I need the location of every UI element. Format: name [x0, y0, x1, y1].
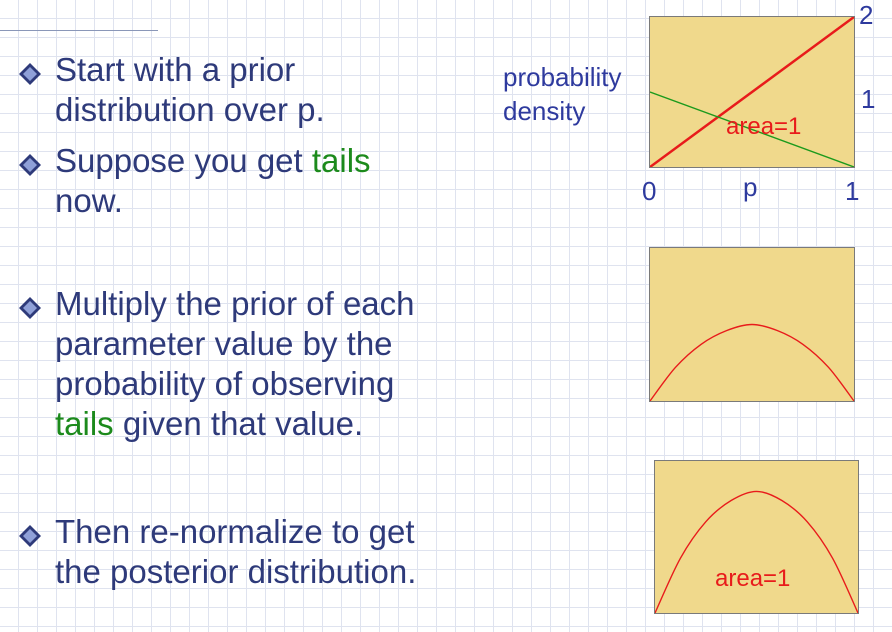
area-annotation: area=1	[715, 565, 791, 592]
bullet-list: Start with a prior distribution over p. …	[18, 50, 468, 592]
series-line-0	[650, 17, 854, 167]
product-plot-canvas	[650, 323, 854, 401]
bullet-text: Multiply the prior of each	[55, 285, 415, 322]
area-annotation: area=1	[726, 113, 802, 140]
x-tick-1: 1	[845, 176, 860, 206]
bullet-text: parameter value by the	[55, 325, 393, 362]
diamond-bullet-icon	[19, 297, 41, 319]
diamond-bullet-icon	[19, 525, 41, 547]
bullet-text: Start with a prior	[55, 51, 296, 88]
bullet-text: Then re-normalize to get	[55, 513, 415, 550]
series-line-0	[655, 490, 858, 613]
bullet-multiply: Multiply the prior of each parameter val…	[18, 284, 468, 444]
product-plot	[649, 247, 855, 402]
x-axis-label: p	[743, 172, 758, 202]
series-line-1	[650, 91, 854, 167]
tails-highlight: tails	[311, 142, 371, 179]
series-line-0	[650, 323, 854, 401]
prior-plot-canvas	[650, 17, 854, 167]
ylabel-line-2: density	[503, 96, 586, 126]
bullet-text: given that value.	[113, 405, 364, 442]
x-tick-0: 0	[642, 176, 657, 206]
bullet-text: probability of observing	[55, 365, 395, 402]
bullet-prior: Start with a prior distribution over p.	[18, 50, 468, 130]
y-tick-2: 2	[859, 0, 874, 30]
ylabel-line-1: probability	[503, 62, 622, 92]
posterior-plot-canvas	[655, 490, 858, 613]
bullet-text: Suppose you get	[55, 142, 312, 179]
prior-plot: area=1	[649, 16, 855, 168]
diamond-bullet-icon	[19, 63, 41, 85]
diamond-bullet-icon	[19, 154, 41, 176]
y-tick-1: 1	[861, 84, 876, 114]
bullet-text: now.	[55, 182, 123, 219]
bullet-renormalize: Then re-normalize to get the posterior d…	[18, 512, 468, 592]
bullet-text: the posterior distribution.	[55, 553, 417, 590]
top-rule	[0, 30, 158, 31]
posterior-plot: area=1	[654, 460, 859, 614]
bullet-text: distribution over p.	[55, 91, 325, 128]
tails-highlight: tails	[55, 405, 114, 442]
bullet-tails: Suppose you get tails now.	[18, 141, 468, 221]
